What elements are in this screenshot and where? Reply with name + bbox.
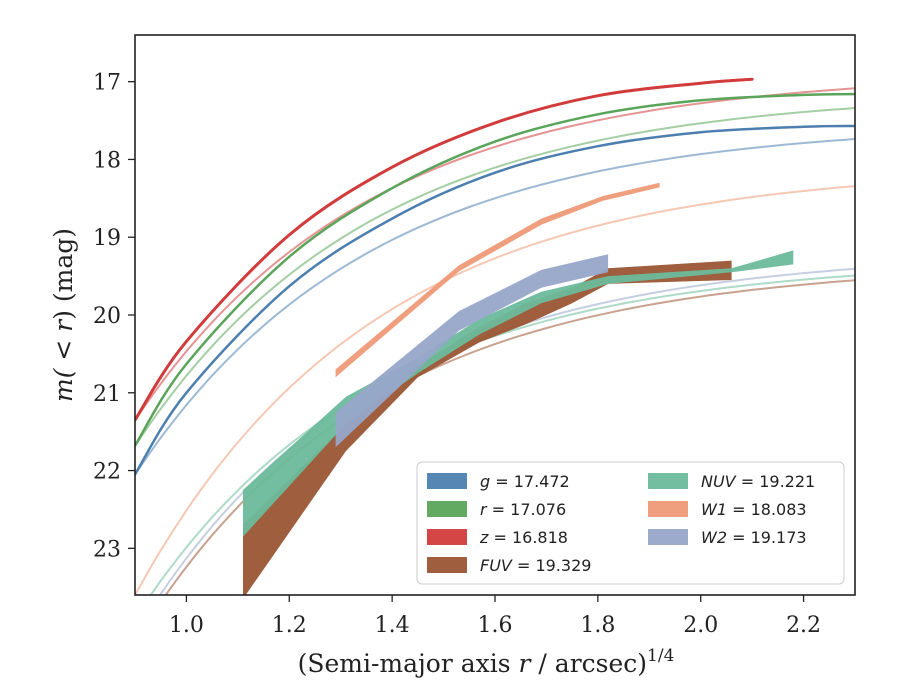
line-g bbox=[135, 124, 855, 476]
x-tick-label: 1.8 bbox=[580, 613, 615, 638]
legend-swatch-w2 bbox=[648, 529, 688, 545]
y-axis-label: m( < r) (mag) bbox=[49, 228, 78, 402]
y-tick-label: 22 bbox=[93, 460, 121, 485]
legend-swatch-g bbox=[427, 473, 467, 489]
line-z bbox=[135, 77, 754, 422]
model-curve-g bbox=[135, 138, 855, 475]
legend-swatch-w1 bbox=[648, 501, 688, 517]
y-tick-label: 17 bbox=[93, 71, 121, 96]
band-nuv bbox=[243, 250, 794, 537]
y-tick-label: 20 bbox=[93, 304, 121, 329]
x-axis-label: (Semi-major axis r / arcsec)1/4 bbox=[298, 646, 675, 678]
legend-box bbox=[416, 461, 845, 585]
legend-swatch-r bbox=[427, 501, 467, 517]
y-tick-label: 18 bbox=[93, 148, 121, 173]
model-curve-r bbox=[135, 107, 855, 447]
legend-swatch-nuv bbox=[648, 473, 688, 489]
legend: g = 17.472 r = 17.076 z = 16.818 FUV = 19.3… bbox=[416, 461, 845, 585]
y-axis-ticks: 17 18 19 20 21 22 23 bbox=[93, 71, 135, 562]
legend-label-w1: W1 = 18.083 bbox=[701, 500, 807, 519]
x-tick-label: 1.2 bbox=[272, 613, 307, 638]
legend-label-fuv: FUV = 19.329 bbox=[480, 556, 591, 575]
legend-swatch-z bbox=[427, 529, 467, 545]
legend-label-r: r = 17.076 bbox=[480, 500, 566, 519]
y-tick-label: 19 bbox=[93, 226, 121, 251]
legend-label-nuv: NUV = 19.221 bbox=[701, 472, 815, 491]
data-lines bbox=[135, 77, 855, 476]
legend-label-w2: W2 = 19.173 bbox=[701, 528, 807, 547]
line-r bbox=[135, 92, 855, 447]
legend-swatch-fuv bbox=[427, 557, 467, 573]
x-tick-label: 1.4 bbox=[375, 613, 410, 638]
x-tick-label: 1.6 bbox=[478, 613, 513, 638]
band-w2 bbox=[335, 254, 609, 448]
x-tick-label: 2.2 bbox=[786, 613, 821, 638]
data-bands bbox=[243, 182, 794, 595]
y-tick-label: 23 bbox=[93, 537, 121, 562]
x-tick-label: 2.0 bbox=[683, 613, 718, 638]
y-tick-label: 21 bbox=[93, 382, 121, 407]
legend-label-z: z = 16.818 bbox=[479, 528, 568, 547]
x-axis-ticks: 1.0 1.2 1.4 1.6 1.8 2.0 2.2 bbox=[169, 595, 821, 638]
model-curve-w1 bbox=[135, 185, 855, 595]
legend-label-g: g = 17.472 bbox=[480, 472, 570, 491]
x-tick-label: 1.0 bbox=[169, 613, 204, 638]
